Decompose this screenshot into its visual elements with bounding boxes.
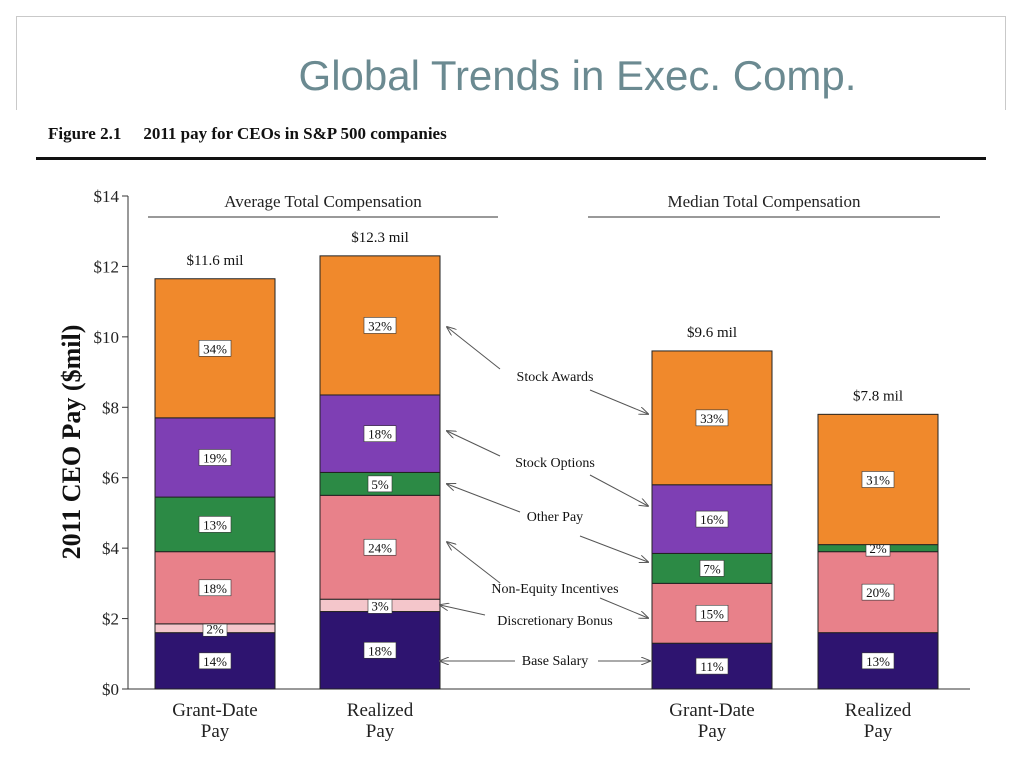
series-callout-arrow	[447, 431, 501, 457]
y-tick-label: $2	[102, 610, 119, 629]
series-callout-label: Discretionary Bonus	[497, 614, 612, 629]
segment-label: 14%	[203, 654, 227, 669]
category-label: Grant-Date	[172, 700, 257, 721]
series-callout-arrow	[579, 535, 648, 562]
segment-label-box	[695, 657, 729, 675]
series-callout-arrow	[447, 327, 501, 370]
segment-label-box	[198, 449, 232, 466]
segment-label-box	[198, 579, 232, 597]
series-callout-label: Other Pay	[527, 510, 583, 525]
group-header: Average Total Compensation	[224, 192, 422, 211]
y-tick-label: $6	[102, 469, 119, 488]
segment-label-box	[198, 340, 232, 357]
segment-label: 18%	[368, 643, 392, 658]
segment-label: 19%	[203, 450, 227, 465]
segment-label: 31%	[866, 472, 890, 487]
segment-label: 20%	[866, 585, 890, 600]
segment-label-box	[695, 510, 729, 528]
series-callout-arrow	[599, 597, 648, 618]
y-axis-label: 2011 CEO Pay ($mil)	[57, 325, 86, 560]
series-callout-arrow	[589, 474, 648, 506]
y-tick-label: $0	[102, 680, 119, 699]
y-tick-label: $8	[102, 398, 119, 417]
category-label: Pay	[698, 721, 727, 742]
segment-label: 15%	[700, 606, 724, 621]
segment-label: 18%	[203, 581, 227, 596]
category-label: Pay	[366, 721, 395, 742]
segment-label-box	[367, 475, 393, 493]
segment-label-box	[363, 317, 397, 334]
segment-label: 24%	[368, 540, 392, 555]
category-label: Realized	[347, 700, 414, 721]
category-label: Pay	[864, 721, 893, 742]
segment-label: 16%	[700, 512, 724, 527]
segment-label-box	[861, 583, 895, 601]
segment-label-box	[699, 560, 725, 577]
slide-title: Global Trends in Exec. Comp.	[298, 52, 857, 99]
bar-total-label: $7.8 mil	[853, 388, 903, 404]
segment-label-box	[363, 538, 397, 556]
segment-label-box	[198, 652, 232, 670]
series-callout-arrow	[447, 484, 521, 513]
y-tick-label: $4	[102, 539, 120, 558]
segment-label-box	[861, 652, 895, 670]
segment-label-box	[363, 641, 397, 659]
series-callout-label: Stock Awards	[517, 370, 594, 385]
figure-title: 2011 pay for CEOs in S&P 500 companies	[143, 124, 447, 143]
series-callout-label: Base Salary	[522, 654, 588, 669]
segment-label: 2%	[206, 621, 224, 636]
series-callout-label: Non-Equity Incentives	[491, 582, 618, 597]
series-callout-arrow	[440, 605, 486, 616]
segment-label: 13%	[203, 517, 227, 532]
category-label: Realized	[845, 700, 912, 721]
category-label: Pay	[201, 721, 230, 742]
segment-label: 32%	[368, 318, 392, 333]
series-callout-label: Stock Options	[515, 456, 595, 471]
bar-total-label: $12.3 mil	[351, 230, 409, 246]
y-tick-label: $14	[94, 187, 120, 206]
segment-label-box	[695, 604, 729, 622]
figure-rule	[36, 157, 986, 160]
segment-label: 7%	[703, 561, 721, 576]
segment-label: 11%	[700, 659, 724, 674]
series-callout-arrow	[589, 389, 648, 414]
segment-label-box	[695, 409, 729, 427]
y-tick-label: $10	[94, 328, 120, 347]
category-label: Grant-Date	[669, 700, 754, 721]
segment-label-box	[363, 425, 397, 442]
segment-label: 34%	[203, 341, 227, 356]
segment-label: 5%	[371, 477, 389, 492]
figure-label: Figure 2.1	[48, 124, 122, 143]
segment-label: 18%	[368, 427, 392, 442]
segment-label-box	[861, 471, 895, 488]
segment-label: 13%	[866, 654, 890, 669]
segment-label-box	[198, 516, 232, 533]
slide-frame	[16, 16, 1006, 110]
bar-total-label: $11.6 mil	[187, 253, 244, 269]
y-tick-label: $12	[94, 257, 120, 276]
series-callout-arrow	[447, 542, 501, 584]
segment-label: 3%	[371, 598, 389, 613]
segment-label: 33%	[700, 411, 724, 426]
figure-caption: Figure 2.1 2011 pay for CEOs in S&P 500 c…	[48, 124, 447, 144]
group-header: Median Total Compensation	[667, 192, 861, 211]
bar-total-label: $9.6 mil	[687, 325, 737, 341]
